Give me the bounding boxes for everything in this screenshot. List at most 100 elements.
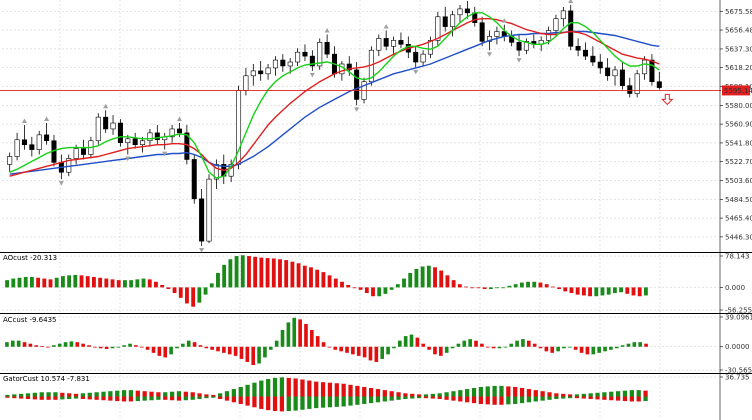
histogram-bar <box>374 346 379 362</box>
gator-upper-bar <box>5 394 10 397</box>
bear-candle <box>199 198 205 242</box>
histogram-bar <box>240 255 245 288</box>
accust-panel[interactable]: 39.0961 0.0000 -30.5659 ACcust -9.6435 <box>2 314 752 375</box>
histogram-bar <box>609 346 613 350</box>
gator-lower-bar <box>629 396 634 402</box>
gator-upper-bar <box>252 382 257 397</box>
histogram-bar <box>154 281 158 288</box>
bear-candle <box>597 61 603 69</box>
histogram-bar <box>251 346 256 366</box>
histogram-bar <box>123 280 127 288</box>
histogram-bar <box>321 272 326 288</box>
down-arrow-icon[interactable] <box>661 93 674 106</box>
histogram-bar <box>204 346 209 349</box>
histogram-bar <box>209 283 214 288</box>
gator-lower-bar <box>423 396 429 399</box>
histogram-bar <box>346 284 351 288</box>
histogram-bar <box>265 258 270 288</box>
histogram-bar <box>397 340 402 347</box>
histogram-bar <box>333 278 338 288</box>
bear-candle <box>346 63 352 71</box>
histogram-bar <box>278 259 282 288</box>
histogram-bar <box>538 282 543 288</box>
histogram-bar <box>263 346 267 358</box>
gator-upper-bar <box>609 391 614 397</box>
gator-upper-bar <box>108 391 113 397</box>
histogram-bar <box>160 284 165 288</box>
histogram-bar <box>619 287 624 293</box>
gator-upper-bar <box>602 392 607 397</box>
gator-upper-bar <box>293 378 298 397</box>
gator-lower-bar <box>506 396 511 405</box>
histogram-bar <box>345 346 349 353</box>
bear-candle <box>383 38 389 47</box>
gator-upper-bar <box>12 394 17 397</box>
histogram-bar <box>462 340 467 347</box>
bull-candle <box>612 69 618 77</box>
gator-lower-bar <box>19 396 24 399</box>
bear-candle <box>309 55 315 67</box>
bear-candle <box>103 116 109 130</box>
gator-upper-bar <box>382 390 387 397</box>
price-panel[interactable]: 5675.585656.485637.305618.205599.105580.… <box>0 0 752 253</box>
bear-candle <box>176 128 182 134</box>
gator-upper-bar <box>300 379 305 397</box>
histogram-bar <box>402 278 406 288</box>
histogram-bar <box>637 287 642 297</box>
histogram-bar <box>73 274 78 288</box>
bear-candle <box>656 81 662 88</box>
histogram-bar <box>482 287 487 290</box>
gator-lower-bar <box>108 396 113 401</box>
histogram-bar <box>75 342 80 347</box>
bull-candle <box>420 53 426 63</box>
price-tick-label: 5618.20 <box>725 64 752 72</box>
gator-upper-bar <box>60 392 65 397</box>
gator-upper-bar <box>320 382 326 397</box>
histogram-bar <box>643 287 648 296</box>
histogram-bar <box>339 346 343 352</box>
gator-lower-bar <box>327 396 333 408</box>
gator-upper-bar <box>135 390 140 397</box>
histogram-bar <box>409 334 414 347</box>
gator-lower-bar <box>156 396 161 400</box>
bull-candle <box>634 73 640 94</box>
fractal-down-icon <box>162 151 168 157</box>
gator-lower-bar <box>142 396 147 401</box>
gator-upper-bar <box>218 393 223 397</box>
histogram-bar <box>444 346 449 353</box>
gator-upper-bar <box>622 390 628 397</box>
histogram-bar <box>63 342 68 347</box>
bull-candle <box>140 140 146 145</box>
histogram-bar <box>333 346 338 350</box>
aocust-panel[interactable]: 78.143 0.000 -56.255 AOcust -20.313 <box>2 253 752 315</box>
gator-lower-bar <box>211 396 216 398</box>
gator-upper-bar <box>231 389 236 397</box>
gator-upper-bar <box>492 385 497 397</box>
histogram-bar <box>40 345 44 347</box>
histogram-bar <box>110 279 115 288</box>
histogram-bar <box>352 287 357 289</box>
gatorcust-panel[interactable]: 36.735 GatorCust 10.574 -7.831 <box>2 374 750 419</box>
histogram-bar <box>513 284 518 288</box>
fractals <box>21 0 574 253</box>
histogram-bar <box>203 287 208 295</box>
histogram-bar <box>383 287 388 294</box>
bear-candle <box>44 134 50 142</box>
histogram-bar <box>245 346 250 362</box>
histogram-bar <box>575 287 580 295</box>
histogram-bar <box>631 287 636 296</box>
histogram-bar <box>304 323 308 347</box>
gator-upper-bar <box>567 394 573 397</box>
gator-upper-bar <box>403 393 408 397</box>
histogram-bar <box>368 346 373 361</box>
histogram-bar <box>79 275 84 288</box>
bear-candle <box>464 8 470 14</box>
histogram-bar <box>216 272 220 288</box>
histogram-bar <box>67 275 72 288</box>
gator-lower-bar <box>526 396 532 403</box>
histogram-bar <box>351 346 355 355</box>
gator-lower-bar <box>218 396 223 399</box>
gator-lower-bar <box>465 396 470 403</box>
gatorcust-axis: 36.735 <box>720 374 750 382</box>
histogram-bar <box>544 284 549 288</box>
